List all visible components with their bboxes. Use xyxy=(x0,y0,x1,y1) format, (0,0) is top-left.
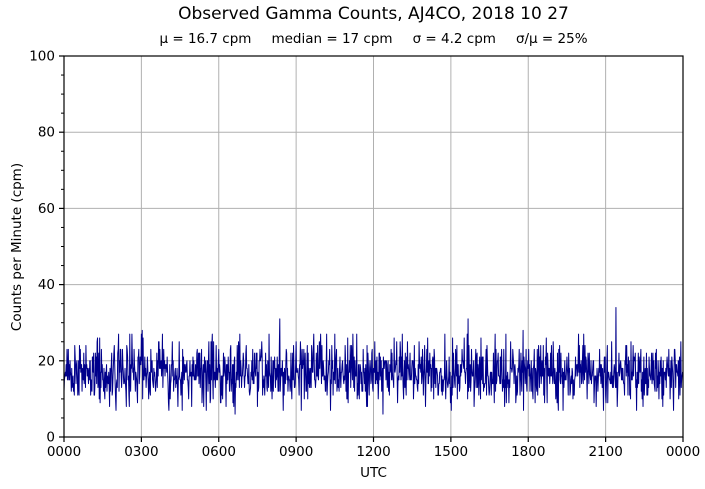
x-tick-label-2100: 2100 xyxy=(588,444,622,460)
x-tick-label-0900: 0900 xyxy=(279,444,313,460)
y-tick-label-100: 100 xyxy=(29,48,55,64)
y-tick-label-0: 0 xyxy=(46,429,55,445)
x-tick-label-1200: 1200 xyxy=(356,444,390,460)
chart-subtitle: μ = 16.7 cpm median = 17 cpm σ = 4.2 cpm… xyxy=(64,31,683,47)
x-tick-label-1800: 1800 xyxy=(511,444,545,460)
stat-sigma-over-mu: σ/μ = 25% xyxy=(515,31,588,47)
chart-title: Observed Gamma Counts, AJ4CO, 2018 10 27 xyxy=(178,4,569,24)
gamma-counts-series xyxy=(63,306,684,415)
y-tick-label-60: 60 xyxy=(38,201,55,217)
y-tick-label-40: 40 xyxy=(38,277,55,293)
stat-mean: μ = 16.7 cpm xyxy=(159,31,252,47)
stat-sigma: σ = 4.2 cpm xyxy=(412,31,496,47)
x-axis-label: UTC xyxy=(360,465,387,481)
x-tick-label-1500: 1500 xyxy=(434,444,468,460)
y-tick-label-80: 80 xyxy=(38,125,55,141)
stat-median: median = 17 cpm xyxy=(271,31,393,47)
x-tick-label-0000: 0000 xyxy=(47,444,81,460)
x-tick-label-0000: 0000 xyxy=(666,444,700,460)
x-tick-label-0300: 0300 xyxy=(124,444,158,460)
y-tick-label-20: 20 xyxy=(38,353,55,369)
x-tick-label-0600: 0600 xyxy=(202,444,236,460)
